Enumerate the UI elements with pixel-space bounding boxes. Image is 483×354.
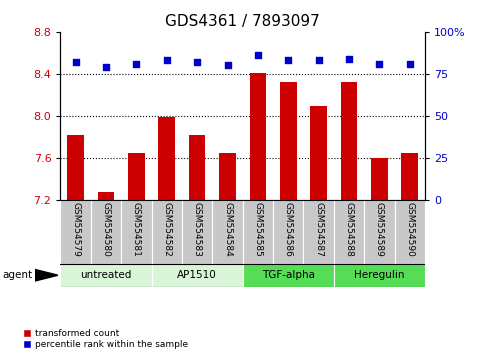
Title: GDS4361 / 7893097: GDS4361 / 7893097 [165,14,320,29]
Bar [152,264,243,287]
Text: TGF-alpha: TGF-alpha [262,270,315,280]
Bar [243,264,334,287]
Point [376,61,384,67]
Bar [364,200,395,264]
Polygon shape [35,269,58,281]
Bar [128,153,145,354]
Bar [189,135,205,354]
Point [224,63,231,68]
Text: untreated: untreated [80,270,132,280]
Bar [182,200,213,264]
Point [284,58,292,63]
Text: GSM554584: GSM554584 [223,202,232,257]
Bar [273,200,303,264]
Point [345,56,353,62]
Bar [91,200,121,264]
Bar [60,264,152,287]
Bar [67,135,84,354]
Point [132,61,140,67]
Text: Heregulin: Heregulin [354,270,405,280]
Point [102,64,110,70]
Bar [243,200,273,264]
Point [193,59,201,65]
Text: GSM554585: GSM554585 [254,202,262,257]
Bar [121,200,152,264]
Bar [310,107,327,354]
Bar [341,82,357,354]
Bar [158,117,175,354]
Text: AP1510: AP1510 [177,270,217,280]
Text: GSM554579: GSM554579 [71,202,80,257]
Text: GSM554580: GSM554580 [101,202,111,257]
Bar [395,200,425,264]
Text: GSM554582: GSM554582 [162,202,171,257]
Point [315,58,323,63]
Text: GSM554586: GSM554586 [284,202,293,257]
Point [406,61,414,67]
Bar [250,73,266,354]
Point [254,53,262,58]
Point [163,58,170,63]
Text: GSM554590: GSM554590 [405,202,414,257]
Text: GSM554587: GSM554587 [314,202,323,257]
Bar [303,200,334,264]
Bar [371,158,388,354]
Text: GSM554589: GSM554589 [375,202,384,257]
Text: GSM554581: GSM554581 [132,202,141,257]
Bar [60,200,91,264]
Bar [152,200,182,264]
Point [71,59,79,65]
Text: GSM554583: GSM554583 [193,202,201,257]
Text: agent: agent [2,270,32,280]
Bar [219,153,236,354]
Bar [213,200,243,264]
Bar [401,153,418,354]
Bar [280,82,297,354]
Legend: transformed count, percentile rank within the sample: transformed count, percentile rank withi… [24,329,188,349]
Bar [98,192,114,354]
Text: GSM554588: GSM554588 [344,202,354,257]
Bar [334,264,425,287]
Bar [334,200,364,264]
